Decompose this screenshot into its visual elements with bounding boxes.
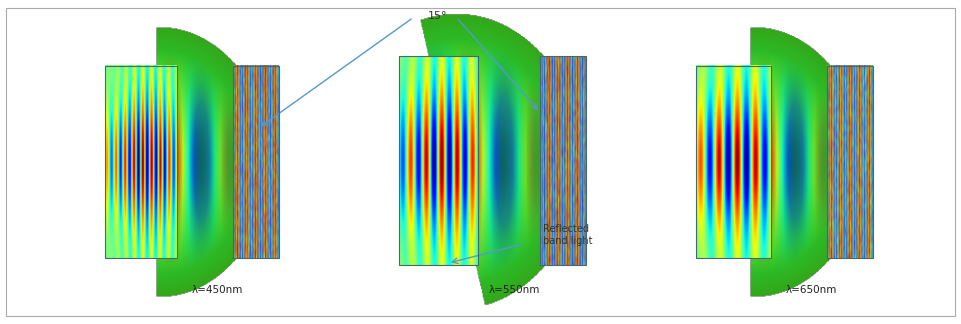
Text: λ=650nm: λ=650nm — [785, 285, 837, 295]
Bar — [827, 66, 874, 258]
Bar — [399, 56, 478, 265]
Text: Reflected
band light: Reflected band light — [543, 224, 592, 246]
Bar — [696, 66, 771, 258]
Text: λ=450nm: λ=450nm — [191, 285, 243, 295]
Text: λ=550nm: λ=550nm — [488, 285, 540, 295]
Bar — [540, 56, 586, 265]
Text: 15°: 15° — [428, 11, 447, 21]
Bar — [105, 66, 177, 258]
Bar — [234, 66, 280, 258]
